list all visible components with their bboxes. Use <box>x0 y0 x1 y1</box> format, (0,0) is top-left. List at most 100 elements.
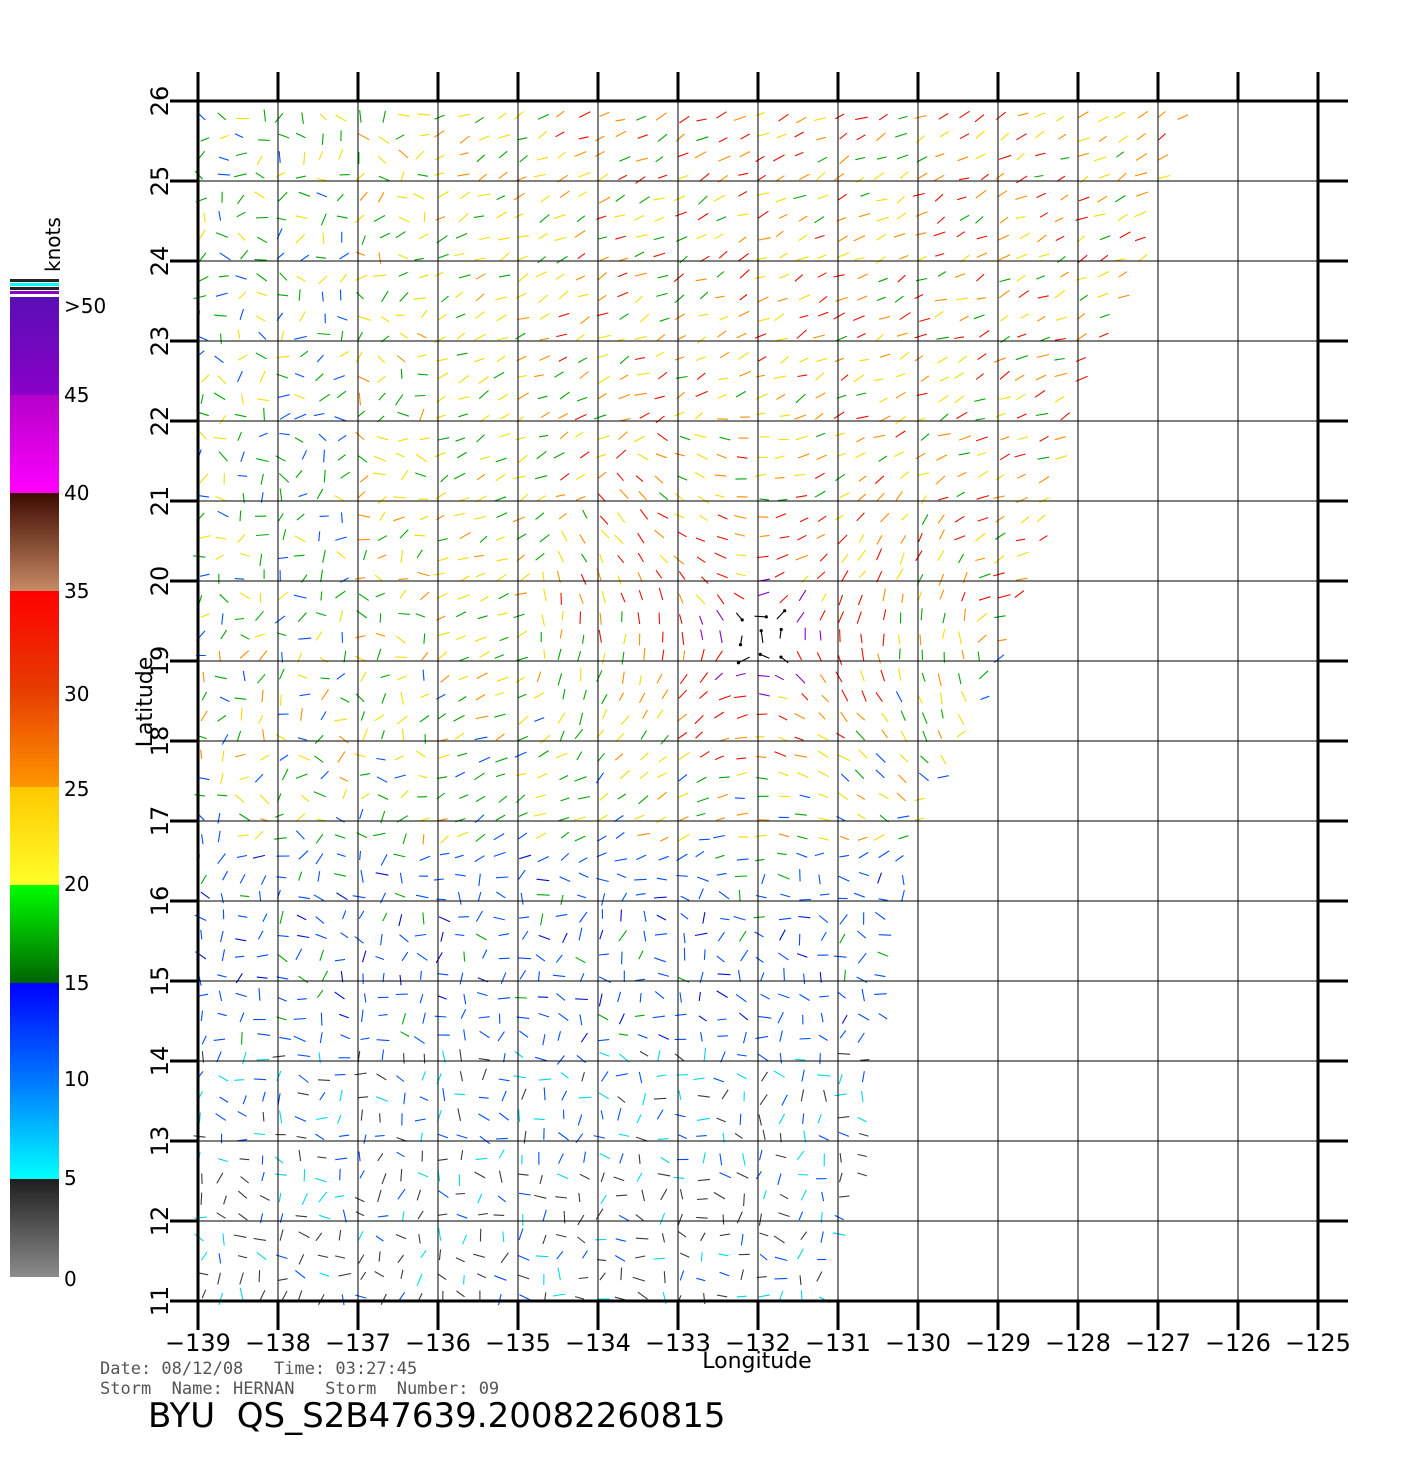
wind-vector <box>239 1287 244 1301</box>
wind-vector <box>939 589 945 600</box>
wind-vector <box>778 1113 786 1125</box>
wind-vector <box>258 432 268 438</box>
wind-vector <box>342 1209 347 1223</box>
wind-vector <box>976 273 985 282</box>
wind-vector <box>1119 231 1131 239</box>
wind-vector <box>512 516 526 523</box>
wind-vector <box>294 1115 307 1122</box>
wind-vector <box>814 413 824 420</box>
wind-vector <box>655 351 665 358</box>
wind-vector <box>380 854 388 866</box>
wind-vector <box>1034 112 1046 118</box>
wind-vector <box>598 375 610 384</box>
wind-vector <box>816 652 822 662</box>
wind-vector <box>1054 357 1065 361</box>
wind-vector <box>719 1233 731 1237</box>
wind-vector <box>474 311 486 319</box>
x-axis-ticks: −139 −138 −137 −136 −135 −134 −133 −132 −131 −130… <box>165 72 1351 1357</box>
wind-vector <box>895 416 906 425</box>
wind-vector <box>843 969 846 981</box>
wind-vector <box>357 410 366 418</box>
colorbar-label: 0 <box>64 1267 77 1291</box>
wind-vector-tip <box>779 627 783 632</box>
wind-vector <box>898 774 907 784</box>
wind-vector <box>552 1293 566 1297</box>
wind-vector <box>340 971 344 983</box>
y-tick-label: 16 <box>146 886 174 917</box>
wind-vector <box>420 133 430 137</box>
wind-vector <box>299 693 311 697</box>
wind-vector <box>939 131 949 138</box>
wind-vector <box>1099 235 1111 241</box>
wind-vector <box>716 872 727 876</box>
wind-vector <box>619 156 631 162</box>
wind-vector <box>220 333 222 344</box>
wind-vector <box>233 173 247 178</box>
wind-vector <box>679 435 691 441</box>
wind-vector <box>375 1096 389 1102</box>
wind-vector <box>579 611 582 625</box>
wind-vector <box>877 653 881 664</box>
wind-vector <box>700 291 709 300</box>
wind-vector <box>561 610 564 621</box>
wind-vector <box>634 335 647 341</box>
wind-vector <box>197 411 209 417</box>
wind-vector <box>960 690 967 702</box>
wind-vector <box>933 174 945 182</box>
wind-vector <box>876 198 888 202</box>
wind-vector <box>419 970 422 980</box>
wind-vector <box>758 819 770 821</box>
y-tick-label: 23 <box>146 326 174 357</box>
wind-vector <box>475 795 486 803</box>
wind-vector <box>423 1053 426 1064</box>
wind-vector <box>372 472 386 476</box>
colorbar-label: 20 <box>64 872 89 896</box>
wind-vector <box>817 734 829 741</box>
wind-vector <box>278 591 289 600</box>
wind-vector <box>874 993 887 995</box>
wind-vector <box>239 776 249 781</box>
wind-vector <box>295 233 306 244</box>
wind-vector <box>477 1273 487 1279</box>
wind-vector <box>498 1078 510 1082</box>
wind-vector <box>576 1054 587 1064</box>
wind-vector <box>237 474 248 477</box>
wind-vector <box>416 454 428 463</box>
wind-vector <box>758 1213 763 1226</box>
wind-vector <box>493 1214 505 1216</box>
wind-vector <box>193 1135 206 1138</box>
wind-vector <box>656 772 668 778</box>
wind-vector <box>376 757 386 761</box>
wind-vector <box>900 513 909 521</box>
wind-vector <box>739 294 748 301</box>
wind-vector <box>399 529 409 539</box>
wind-vector <box>597 814 608 822</box>
wind-vector <box>663 1271 666 1284</box>
wind-vector <box>993 495 1005 499</box>
wind-vector <box>420 591 430 601</box>
wind-vector <box>496 355 506 363</box>
y-tick-label: 22 <box>146 406 174 437</box>
wind-vector <box>758 317 771 322</box>
wind-vector <box>855 730 866 741</box>
wind-vector <box>661 689 669 700</box>
wind-vector <box>377 192 385 203</box>
wind-vector <box>814 490 826 498</box>
wind-vector <box>473 215 485 218</box>
wind-vector <box>376 776 388 783</box>
wind-vector-tip <box>759 629 763 633</box>
wind-vector <box>556 1250 564 1260</box>
wind-vector <box>616 472 624 482</box>
wind-vector <box>497 1195 507 1203</box>
wind-vector <box>518 957 532 960</box>
wind-vector <box>620 1267 623 1281</box>
wind-vector <box>959 177 970 181</box>
wind-vector <box>656 1074 667 1077</box>
wind-vector <box>597 1259 607 1262</box>
wind-vector <box>914 115 927 119</box>
wind-vector <box>581 553 588 563</box>
wind-vector <box>875 256 887 265</box>
wind-vector <box>217 974 227 978</box>
wind-vector <box>558 1132 569 1141</box>
wind-vector <box>938 113 949 120</box>
